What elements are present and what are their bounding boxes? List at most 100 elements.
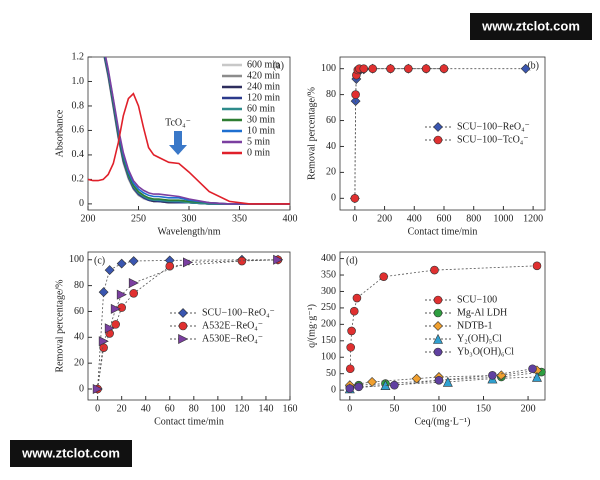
marker (434, 375, 444, 385)
marker (390, 380, 399, 390)
series-line (349, 376, 538, 389)
y-tick-label: 350 (321, 269, 336, 280)
marker (237, 256, 247, 266)
series-line (104, 57, 290, 205)
plot-frame (339, 251, 546, 401)
legend-label: Y₂(OH)₅Cl (457, 333, 502, 344)
legend-label: SCU−100−ReO₄⁻ (202, 307, 275, 318)
y-tick-label: 0 (331, 193, 336, 204)
watermark-box (10, 440, 132, 467)
marker (367, 376, 378, 387)
y-tick-label: 250 (321, 302, 336, 313)
legend-label: 10 min (247, 125, 275, 136)
series-line (88, 92, 290, 205)
annotation: TcO₄⁻ (165, 117, 191, 128)
marker (116, 258, 127, 269)
y-tick-label: 0 (79, 198, 84, 209)
marker (178, 321, 188, 331)
y-axis-label: Removal percentage/% (54, 279, 65, 372)
x-tick-label: 400 (283, 213, 298, 224)
legend-label: SCU−100−TcO₄⁻ (457, 134, 529, 145)
marker (104, 265, 115, 276)
y-tick-label: 60 (74, 306, 84, 317)
x-tick-label: 120 (234, 403, 249, 414)
marker (496, 370, 507, 381)
x-tick-label: 140 (258, 403, 273, 414)
marker (433, 308, 443, 318)
panel-label: (c) (94, 255, 105, 266)
x-tick-label: 80 (189, 403, 199, 414)
legend-label: Mg-Al LDH (457, 307, 507, 318)
panel-label: (d) (346, 255, 358, 266)
series-line (349, 370, 538, 386)
x-tick-label: 200 (521, 403, 536, 414)
x-tick-label: 400 (407, 213, 422, 224)
y-tick-label: 0 (79, 383, 84, 394)
y-tick-label: 80 (326, 89, 336, 100)
y-tick-label: 100 (69, 254, 84, 265)
plot-frame (339, 56, 546, 211)
x-tick-label: 800 (466, 213, 481, 224)
marker (345, 384, 355, 393)
y-tick-label: 1.0 (72, 76, 85, 87)
marker (110, 303, 121, 314)
legend-label: Yb₃O(OH)₆Cl (457, 346, 514, 357)
watermark: www.ztclot.com (21, 445, 120, 460)
x-tick-label: 600 (436, 213, 451, 224)
legend-label: 30 min (247, 114, 275, 125)
x-tick-label: 100 (210, 403, 225, 414)
plot-frame (87, 56, 291, 211)
x-tick-label: 100 (431, 403, 446, 414)
marker (379, 272, 388, 281)
legend-label: SCU−100 (457, 294, 497, 305)
marker (433, 295, 443, 305)
marker (433, 333, 443, 344)
legend-label: 5 min (247, 136, 270, 147)
marker (111, 320, 120, 329)
y-tick-label: 100 (321, 352, 336, 363)
y-axis-label: Absorbance (54, 109, 65, 157)
marker (433, 122, 443, 132)
y-tick-label: 400 (321, 253, 336, 264)
y-tick-label: 1.2 (72, 51, 85, 62)
marker (104, 323, 115, 334)
x-tick-label: 150 (476, 403, 491, 414)
legend-label: 600 min (247, 59, 280, 70)
marker (354, 382, 364, 392)
marker (439, 64, 449, 73)
marker (345, 364, 355, 374)
marker (430, 265, 439, 275)
y-tick-label: 60 (326, 115, 336, 126)
x-tick-label: 1000 (493, 213, 513, 224)
x-axis-label: Ceq/(mg·L⁻¹) (414, 416, 470, 427)
marker (98, 336, 109, 347)
y-tick-label: 0.4 (72, 149, 85, 160)
x-tick-label: 0 (347, 403, 352, 414)
marker (165, 261, 175, 271)
marker (368, 64, 377, 73)
x-tick-label: 60 (165, 403, 175, 414)
y-tick-label: 200 (321, 319, 336, 330)
watermark: www.ztclot.com (481, 18, 580, 33)
marker (350, 194, 360, 203)
y-tick-label: 0.8 (72, 100, 85, 111)
marker (380, 380, 391, 391)
y-tick-label: 20 (74, 357, 84, 368)
marker (433, 135, 443, 145)
x-tick-label: 1200 (523, 213, 543, 224)
panel-label: (b) (527, 60, 539, 71)
legend-label: A530E−ReO₄⁻ (202, 333, 263, 344)
x-axis-label: Wavelength/nm (157, 226, 220, 237)
marker (92, 384, 103, 394)
marker (349, 306, 359, 316)
marker (98, 287, 109, 297)
x-tick-label: 50 (389, 403, 399, 414)
marker (182, 257, 193, 268)
series-line (354, 68, 444, 199)
marker (532, 261, 542, 271)
y-tick-label: 100 (321, 63, 336, 74)
legend-label: 420 min (247, 70, 280, 81)
marker (404, 64, 413, 73)
x-tick-label: 300 (182, 213, 197, 224)
